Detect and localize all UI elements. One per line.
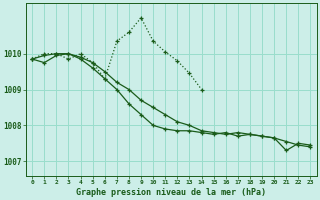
X-axis label: Graphe pression niveau de la mer (hPa): Graphe pression niveau de la mer (hPa) — [76, 188, 266, 197]
